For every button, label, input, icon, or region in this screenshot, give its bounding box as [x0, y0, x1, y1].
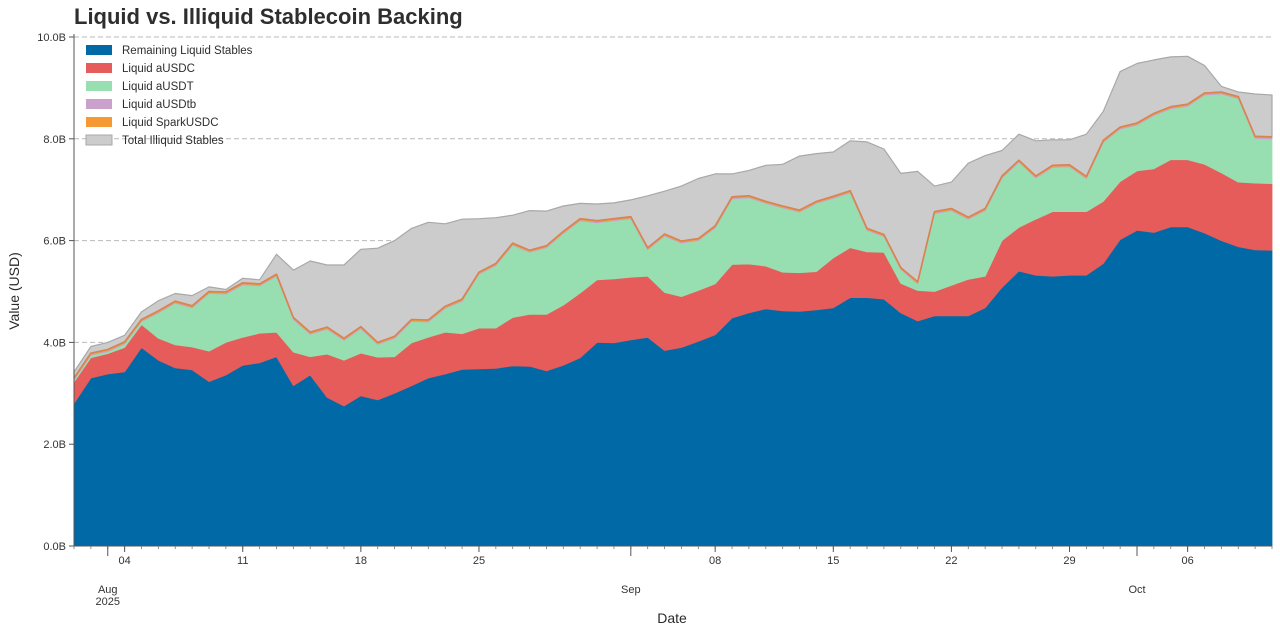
legend-label: Remaining Liquid Stables [122, 45, 253, 57]
legend-swatch [86, 81, 112, 91]
x-tick-label: 25 [473, 555, 485, 567]
x-tick-label: 18 [355, 555, 367, 567]
legend-swatch [85, 134, 113, 146]
y-tick-label: 8.0B [43, 134, 66, 146]
x-tick-label: 04 [118, 555, 130, 567]
legend-swatch [86, 117, 112, 127]
liquid-total-line [73, 91, 1273, 379]
legend-label: Liquid aUSDtb [122, 99, 196, 111]
y-tick-label: 10.0B [37, 32, 66, 44]
x-month-label: Oct [1128, 584, 1145, 596]
y-tick-label: 0.0B [43, 541, 66, 553]
legend-swatch [86, 45, 112, 55]
x-year-label: 2025 [96, 596, 120, 608]
x-month-label: Aug [98, 584, 118, 596]
x-tick-label: 29 [1063, 555, 1075, 567]
y-tick-label: 6.0B [43, 236, 66, 248]
x-axis-title: Date [657, 610, 687, 626]
x-tick-label: 15 [827, 555, 839, 567]
x-tick-label: 22 [945, 555, 957, 567]
legend-label: Liquid SparkUSDC [122, 117, 219, 129]
legend-swatch [86, 63, 112, 73]
axes: 0.0B 2.0B 4.0B 6.0B 8.0B 10.0B 04 11 18 25 08 15 22 2… [37, 32, 1273, 608]
y-tick-label: 4.0B [43, 337, 66, 349]
x-tick-label: 11 [237, 555, 248, 567]
y-axis-title: Value (USD) [6, 252, 22, 330]
legend: Remaining Liquid Stables Liquid aUSDC Liqu… [85, 45, 253, 147]
legend-label: Liquid aUSDC [122, 63, 195, 75]
y-tick-label: 2.0B [43, 439, 66, 451]
legend-swatch [86, 99, 112, 109]
x-tick-label: 08 [709, 555, 721, 567]
legend-label: Liquid aUSDT [122, 81, 194, 93]
legend-label: Total Illiquid Stables [122, 135, 224, 147]
stacked-areas [73, 55, 1273, 547]
chart-title: Liquid vs. Illiquid Stablecoin Backing [74, 4, 463, 29]
x-month-label: Sep [621, 584, 641, 596]
x-tick-label: 06 [1182, 555, 1194, 567]
